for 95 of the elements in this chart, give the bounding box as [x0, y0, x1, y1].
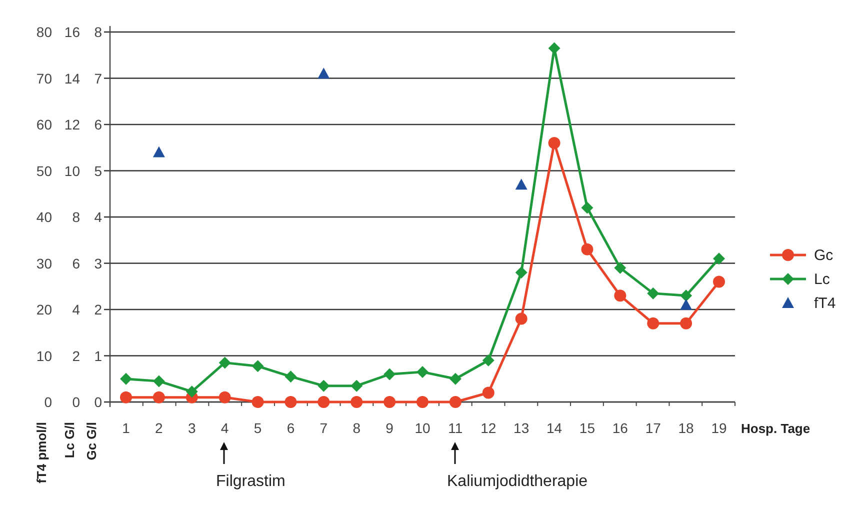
- point: [680, 290, 692, 302]
- y2-axis-title: Lc G/l: [62, 422, 77, 458]
- legend-label: Lc: [814, 271, 830, 288]
- point: [284, 396, 297, 408]
- y2-tick-label: 10: [64, 162, 80, 179]
- y2-tick-label: 6: [72, 255, 80, 272]
- legend-label: Gc: [814, 247, 834, 264]
- point: [186, 386, 198, 398]
- point: [152, 375, 165, 388]
- y3-tick-label: 5: [94, 162, 102, 179]
- x-tick-label: 11: [448, 420, 463, 436]
- point: [680, 298, 692, 310]
- y-tick-label: 70: [36, 70, 52, 86]
- point: [581, 202, 594, 214]
- y3-tick-label: 1: [94, 348, 102, 364]
- point: [384, 396, 396, 408]
- point: [482, 386, 494, 399]
- x-tick-label: 15: [579, 420, 596, 436]
- y3-tick-label: 6: [94, 116, 102, 132]
- point: [218, 391, 231, 404]
- x-tick-label: 16: [612, 420, 628, 436]
- point: [252, 360, 264, 372]
- point: [318, 380, 330, 392]
- y-tick-label: 50: [36, 162, 52, 179]
- x-tick-label: 19: [711, 420, 727, 436]
- point: [647, 287, 660, 300]
- y3-tick-label: 0: [94, 394, 102, 410]
- point: [120, 372, 132, 385]
- point: [713, 276, 725, 288]
- point: [614, 262, 626, 274]
- point: [218, 356, 231, 369]
- x-tick-label: 8: [352, 420, 361, 436]
- point: [252, 396, 264, 408]
- y-tick-label: 30: [36, 255, 52, 272]
- x-tick-label: 9: [386, 420, 394, 436]
- point: [284, 370, 297, 383]
- y3-tick-label: 4: [94, 209, 102, 225]
- point: [515, 312, 528, 325]
- y2-tick-label: 14: [64, 70, 80, 86]
- y3-tick-label: 3: [94, 255, 102, 272]
- text: Kaliumjodidtherapie: [447, 473, 588, 490]
- point: [515, 266, 528, 278]
- point: [647, 317, 660, 330]
- point: [152, 146, 165, 158]
- x-tick-label: 12: [480, 420, 496, 436]
- point: [318, 396, 330, 408]
- x-tick-label: 18: [678, 420, 694, 436]
- point: [614, 290, 626, 302]
- y3-tick-label: 7: [94, 70, 102, 86]
- point: [581, 243, 594, 256]
- point: [416, 396, 428, 408]
- point: [416, 366, 428, 378]
- x-tick-label: 5: [254, 420, 262, 436]
- point: [152, 391, 165, 404]
- legend-label: fT4: [814, 295, 836, 312]
- y2-tick-label: 2: [72, 348, 80, 364]
- x-tick-label: 7: [320, 420, 328, 436]
- y-tick-label: 0: [44, 394, 52, 410]
- point: [515, 178, 528, 190]
- x-tick-label: 3: [188, 420, 196, 436]
- x-tick-label: 17: [645, 420, 662, 436]
- point: [384, 368, 396, 380]
- x-tick-label: 14: [546, 420, 562, 436]
- point: [449, 372, 462, 385]
- x-tick-label: 1: [122, 420, 130, 436]
- x-tick-label: 10: [414, 420, 430, 436]
- point: [318, 68, 330, 79]
- point: [548, 137, 560, 149]
- point: [350, 396, 363, 408]
- y-tick-label: 80: [36, 24, 52, 40]
- point: [120, 391, 132, 404]
- y2-tick-label: 0: [72, 394, 80, 410]
- x-tick-label: 13: [514, 420, 530, 436]
- y3-tick-label: 8: [94, 24, 102, 40]
- text: Filgrastim: [216, 473, 286, 490]
- x-axis-title: Hosp. Tage: [741, 421, 810, 436]
- y-tick-label: 10: [36, 348, 52, 364]
- point: [713, 252, 725, 265]
- x-tick-label: 6: [286, 420, 295, 436]
- y2-tick-label: 16: [64, 24, 80, 40]
- y3-tick-label: 2: [94, 302, 102, 318]
- y2-tick-label: 12: [64, 116, 80, 132]
- y2-tick-label: 8: [72, 209, 80, 225]
- point: [680, 317, 692, 330]
- x-tick-label: 4: [220, 420, 229, 436]
- y2-tick-label: 4: [72, 302, 80, 318]
- y-axis-title: fT4 pmol/l: [34, 422, 49, 484]
- point: [482, 354, 494, 366]
- y3-axis-title: Gc G/l: [84, 422, 99, 460]
- point: [350, 380, 363, 392]
- y-tick-label: 20: [36, 302, 52, 318]
- x-tick-label: 2: [155, 420, 164, 436]
- y-tick-label: 60: [36, 116, 52, 132]
- point: [449, 396, 462, 408]
- y-tick-label: 40: [36, 209, 52, 225]
